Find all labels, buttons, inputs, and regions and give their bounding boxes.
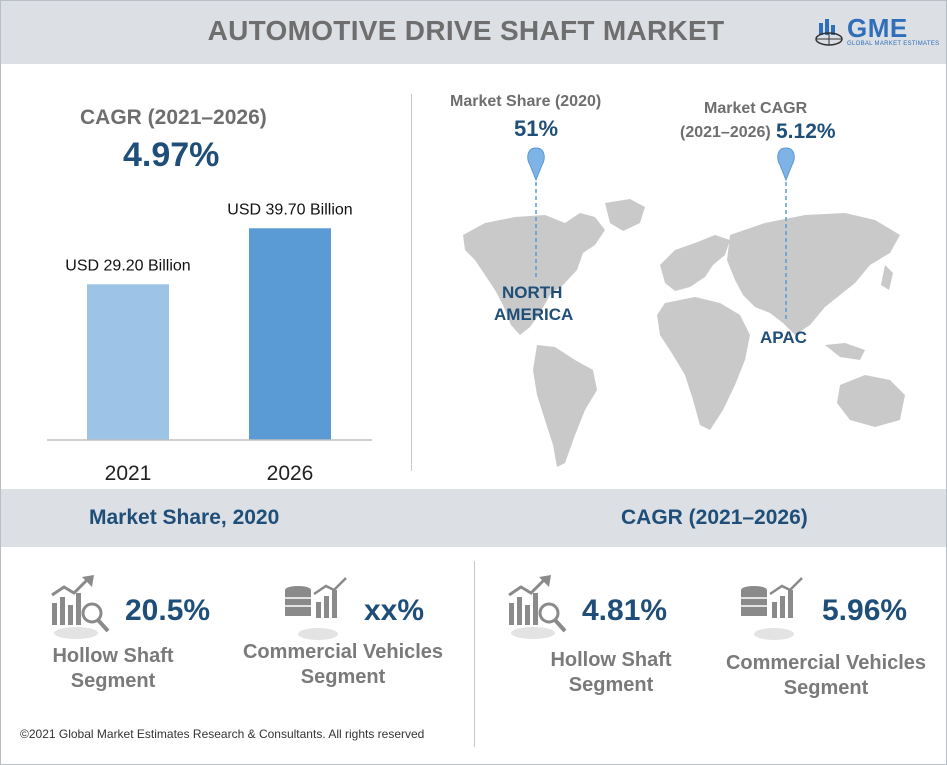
greenland-shape bbox=[605, 199, 645, 231]
vertical-divider bbox=[411, 94, 412, 471]
segment-name-line1: Hollow Shaft bbox=[52, 645, 174, 667]
southeast-asia-shape bbox=[825, 343, 865, 360]
logo-subtitle: GLOBAL MARKET ESTIMATES bbox=[847, 41, 940, 47]
north-america-shape bbox=[463, 213, 605, 335]
market-cagr-period: (2021–2026) bbox=[680, 124, 771, 141]
cagr-label: CAGR (2021–2026) bbox=[80, 106, 267, 129]
bar-chart: USD 29.20 Billion 2021 USD 39.70 Billion 20… bbox=[47, 201, 372, 485]
japan-shape bbox=[881, 265, 893, 290]
category-tick-label: 2021 bbox=[105, 462, 152, 485]
coins-chart-icon bbox=[285, 577, 347, 640]
gme-logo: GME GLOBAL MARKET ESTIMATES bbox=[815, 13, 939, 51]
bar-value-label: USD 39.70 Billion bbox=[227, 201, 352, 218]
segment-value: 20.5% bbox=[125, 594, 211, 627]
market-cagr-value: 5.12% bbox=[776, 120, 836, 143]
category-tick-label: 2026 bbox=[267, 462, 314, 485]
segment-name-line1: Commercial Vehicles bbox=[242, 641, 444, 663]
segment-name-line2: Segment bbox=[783, 677, 869, 699]
market-cagr-label: Market CAGR bbox=[704, 100, 808, 117]
region-north-america-line1: NORTH bbox=[502, 283, 563, 302]
cagr-value: 4.97% bbox=[123, 136, 220, 174]
region-north-america-line2: AMERICA bbox=[494, 305, 574, 324]
australia-shape bbox=[837, 375, 905, 427]
south-america-shape bbox=[533, 345, 597, 467]
page-title: AUTOMOTIVE DRIVE SHAFT MARKET bbox=[207, 15, 725, 46]
bar-value-label: USD 29.20 Billion bbox=[65, 257, 190, 274]
segment-name-line2: Segment bbox=[70, 670, 156, 692]
segment-name-line2: Segment bbox=[300, 666, 386, 688]
segment-name: Hollow Shaft Segment bbox=[32, 644, 194, 694]
globe-bars-icon bbox=[815, 19, 843, 46]
asia-shape bbox=[727, 213, 900, 335]
coins-chart-icon bbox=[741, 577, 803, 640]
market-share-value: 51% bbox=[514, 116, 559, 141]
region-apac: APAC bbox=[760, 328, 807, 347]
africa-shape bbox=[657, 297, 750, 430]
growth-chart-magnifier-icon bbox=[508, 575, 567, 639]
bar-2026 bbox=[249, 228, 331, 440]
copyright-footer: ©2021 Global Market Estimates Research &… bbox=[20, 727, 425, 741]
market-share-label: Market Share (2020) bbox=[450, 93, 602, 110]
header-bar: AUTOMOTIVE DRIVE SHAFT MARKET GME GLOBAL… bbox=[1, 1, 946, 64]
segment-name: Commercial Vehicles Segment bbox=[717, 651, 935, 701]
section-band bbox=[1, 489, 946, 547]
segment-divider bbox=[474, 561, 475, 747]
segment-name-line1: Commercial Vehicles bbox=[725, 652, 927, 674]
europe-shape bbox=[660, 235, 730, 291]
segment-value: 4.81% bbox=[582, 594, 668, 627]
bar-2021 bbox=[87, 284, 169, 440]
market-share-title: Market Share, 2020 bbox=[89, 506, 280, 529]
segment-name-line2: Segment bbox=[568, 674, 654, 696]
world-map bbox=[463, 199, 905, 467]
segment-name: Commercial Vehicles Segment bbox=[234, 640, 452, 690]
logo-wordmark: GME bbox=[847, 13, 908, 43]
segment-name-line1: Hollow Shaft bbox=[550, 649, 672, 671]
segment-value: 5.96% bbox=[822, 594, 908, 627]
segment-name: Hollow Shaft Segment bbox=[530, 648, 692, 698]
growth-chart-magnifier-icon bbox=[51, 575, 110, 639]
segment-value: xx% bbox=[364, 594, 425, 627]
segment-cagr-title: CAGR (2021–2026) bbox=[621, 506, 808, 529]
